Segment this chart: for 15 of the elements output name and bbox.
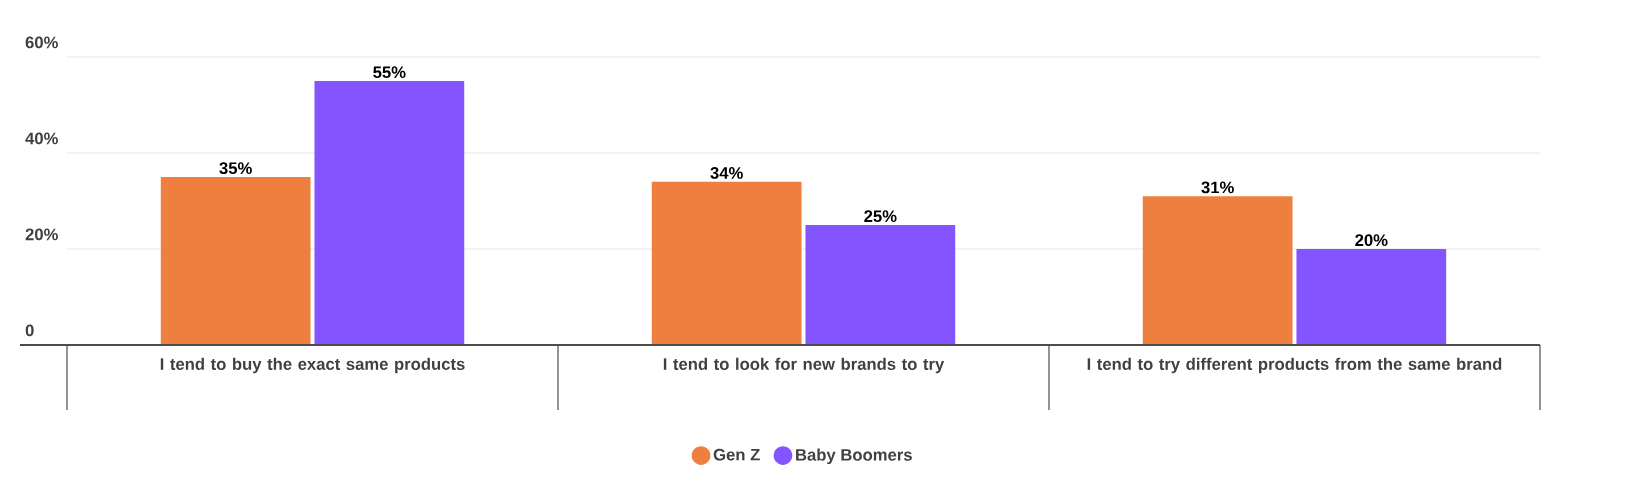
legend-label: Gen Z [713,448,760,461]
x-tick-label: I tend to try different products from the same brand [1087,357,1502,374]
data-label: 55% [373,66,406,79]
y-tick-label: 0 [25,324,34,337]
data-label: 20% [1355,234,1388,247]
data-label: 25% [864,210,897,223]
data-label: 31% [1201,181,1234,194]
legend-label: Baby Boomers [796,448,912,465]
x-tick-label: I tend to look for new brands to try [663,357,945,374]
y-tick-label: 40% [25,132,58,145]
data-label: 35% [219,162,252,175]
x-tick-label: I tend to buy the exact same products [160,357,465,374]
y-tick-label: 60% [25,36,58,49]
y-tick-label: 20% [25,228,58,241]
data-label: 34% [710,167,743,179]
